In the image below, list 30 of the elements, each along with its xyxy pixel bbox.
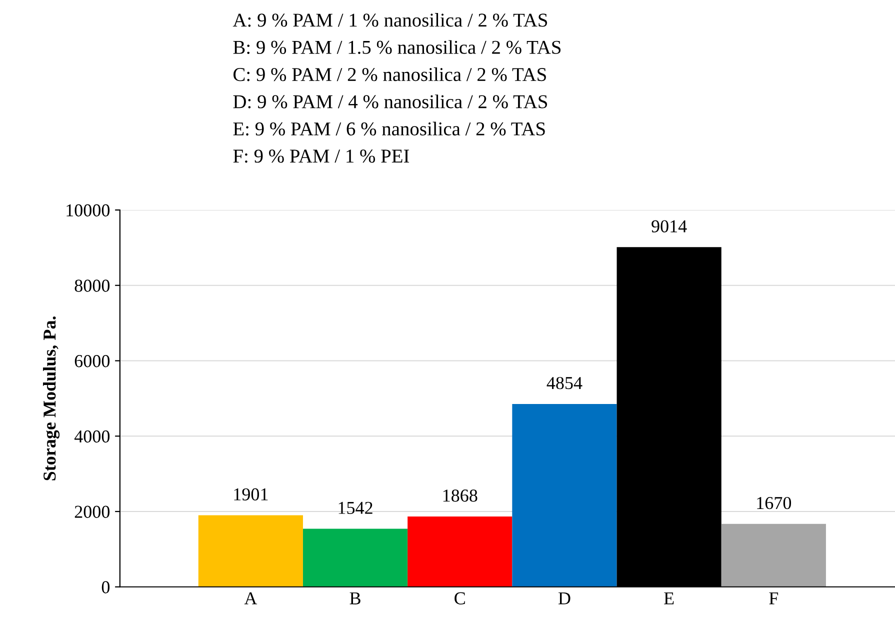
text: C: 9 % PAM / 2 % nanosilica / 2 % TAS	[234, 67, 546, 82]
x-tick-label: F	[769, 592, 778, 604]
bar	[512, 404, 617, 587]
bar	[198, 515, 303, 587]
text: E: 9 % PAM / 6 % nanosilica / 2 % TAS	[233, 122, 545, 136]
bar	[302, 528, 408, 587]
y-tick-label: 0	[102, 581, 110, 594]
x-tick-label: B	[350, 592, 360, 604]
y-tick-label: 6000	[74, 355, 110, 368]
x-tick-label: E	[664, 592, 674, 604]
data-label: 1868	[443, 490, 478, 502]
data-label: 1670	[757, 496, 792, 510]
x-tick-label: D	[558, 592, 570, 604]
y-axis-title: Storage Modulus, Pa.	[43, 316, 60, 480]
y-tick-label: 4000	[74, 430, 110, 443]
text: D: 9 % PAM / 4 % nanosilica / 2 % TAS	[233, 94, 548, 108]
data-label: 9014	[652, 220, 687, 232]
bar	[408, 516, 512, 587]
data-label: 4854	[546, 376, 582, 390]
data-label: 1542	[338, 502, 372, 514]
x-tick-label: A	[244, 592, 258, 604]
data-label: 1901	[234, 488, 268, 500]
y-tick-label: 2000	[74, 506, 110, 518]
text: A: 9 % PAM / 1 % nanosilica / 2 % TAS	[232, 13, 548, 27]
y-tick-label: 10000	[66, 204, 110, 216]
y-tick-label: 8000	[74, 280, 110, 292]
text: F: 9 % PAM / 1 % PEI	[233, 150, 410, 163]
text: B: 9 % PAM / 1.5 % nanosilica / 2 % TAS	[233, 40, 561, 54]
x-tick-label: C	[454, 592, 465, 604]
bar	[721, 524, 826, 587]
